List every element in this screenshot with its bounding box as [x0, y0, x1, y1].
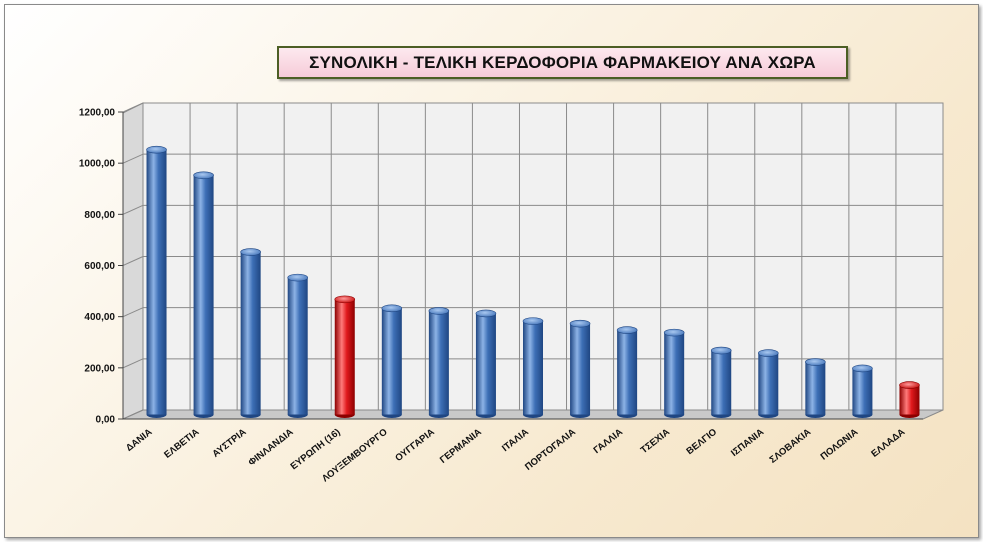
- bar: [475, 309, 497, 418]
- bar-cap: [475, 309, 497, 318]
- y-tick-label: 800,00: [84, 210, 115, 221]
- bar-cap: [381, 304, 403, 313]
- bar-body: [193, 175, 214, 415]
- bar-cap: [287, 273, 309, 282]
- x-tick-label: ΒΕΛΓΙΟ: [685, 427, 720, 457]
- x-tick-label: ΙΤΑΛΙΑ: [500, 427, 531, 454]
- bar-body: [664, 332, 685, 415]
- bar: [805, 358, 826, 418]
- bar-body: [570, 323, 591, 415]
- y-axis: 0,00 200,00 400,00 600,00 800,00 1000,00 1200,…: [79, 108, 124, 426]
- bar: [522, 317, 544, 418]
- bar-cap: [899, 381, 920, 389]
- chart-title: ΣΥΝΟΛΙΚΗ - ΤΕΛΙΚΗ ΚΕΡΔΟΦΟΡΙΑ ΦΑΡΜΑΚΕΙΟΥ …: [309, 52, 816, 72]
- bar: [146, 145, 167, 418]
- gridline-side: [122, 153, 144, 164]
- bar-cap: [757, 349, 779, 357]
- x-tick-label: ΔΑΝΙΑ: [124, 427, 155, 454]
- gridline-side: [122, 307, 144, 318]
- bar: [616, 326, 638, 418]
- bar: [334, 295, 356, 418]
- gridlines: [122, 102, 944, 420]
- bar-body: [852, 368, 873, 415]
- y-tick-label: 0,00: [96, 415, 116, 426]
- bar-body: [428, 310, 449, 415]
- bar-body: [240, 252, 261, 415]
- bar-cap: [569, 319, 591, 328]
- bar: [381, 304, 403, 418]
- bar-cap: [428, 307, 450, 315]
- bar: [663, 328, 685, 418]
- bar: [240, 248, 261, 418]
- gridline-side: [122, 409, 144, 420]
- bar-body: [899, 385, 920, 415]
- bar-body: [334, 299, 355, 415]
- bar-cap: [193, 171, 214, 180]
- bar-cap: [146, 145, 167, 154]
- bar-body: [475, 313, 496, 415]
- bar-body: [146, 149, 167, 415]
- y-tick-label: 200,00: [84, 363, 115, 374]
- x-tick-label: ΟΥΓΓΑΡΙΑ: [393, 427, 437, 464]
- bar-body: [805, 362, 826, 415]
- chart-title-box: ΣΥΝΟΛΙΚΗ - ΤΕΛΙΚΗ ΚΕΡΔΟΦΟΡΙΑ ΦΑΡΜΑΚΕΙΟΥ …: [277, 46, 848, 79]
- bar: [899, 381, 920, 418]
- bar-body: [617, 330, 638, 415]
- x-tick-label: ΠΟΛΩΝΙΑ: [819, 427, 861, 463]
- x-tick-label: ΓΕΡΜΑΝΙΑ: [438, 427, 484, 466]
- bar-cap: [616, 326, 638, 334]
- bar: [710, 346, 732, 418]
- bar-body: [287, 277, 308, 415]
- bar-cap: [852, 364, 873, 373]
- bar-cap: [522, 317, 544, 325]
- bar-body: [523, 321, 543, 415]
- x-tick-label: ΣΛΟΒΑΚΙΑ: [768, 427, 814, 466]
- x-tick-label: ΕΛΛΑΔΑ: [869, 427, 907, 460]
- x-tick-label: ΠΟΡΤΟΓΑΛΙΑ: [523, 427, 578, 473]
- gridline-side: [122, 256, 144, 266]
- bar-cap: [663, 328, 685, 337]
- bar-body: [711, 350, 732, 415]
- x-tick-label: ΓΑΛΛΙΑ: [592, 427, 625, 457]
- y-tick-label: 400,00: [84, 312, 115, 323]
- bar-body: [758, 353, 779, 415]
- bar: [757, 349, 779, 418]
- x-tick-label: ΑΥΣΤΡΙΑ: [210, 427, 248, 460]
- gridline-side: [122, 102, 144, 113]
- bar-cap: [334, 295, 356, 304]
- x-tick-label: ΤΣΕΧΙΑ: [639, 427, 672, 456]
- y-tick-label: 600,00: [84, 261, 115, 272]
- gridline-side: [122, 358, 144, 369]
- y-tick-label: 1200,00: [79, 108, 116, 119]
- bar-cap: [240, 248, 261, 256]
- bar: [287, 273, 309, 418]
- gridline-side: [122, 204, 144, 215]
- x-tick-label: ΙΣΠΑΝΙΑ: [729, 427, 766, 459]
- x-tick-label: ΦΙΝΛΑΝΔΙΑ: [246, 427, 295, 469]
- x-tick-label: ΕΛΒΕΤΙΑ: [162, 427, 201, 461]
- bar: [193, 171, 214, 418]
- bar: [569, 319, 591, 418]
- bar-cap: [805, 358, 826, 366]
- bar-body: [381, 308, 402, 415]
- bar: [852, 364, 873, 418]
- bars: [146, 145, 920, 418]
- y-tick-label: 1000,00: [79, 159, 116, 170]
- bar-cap: [710, 346, 732, 355]
- bar: [428, 307, 450, 418]
